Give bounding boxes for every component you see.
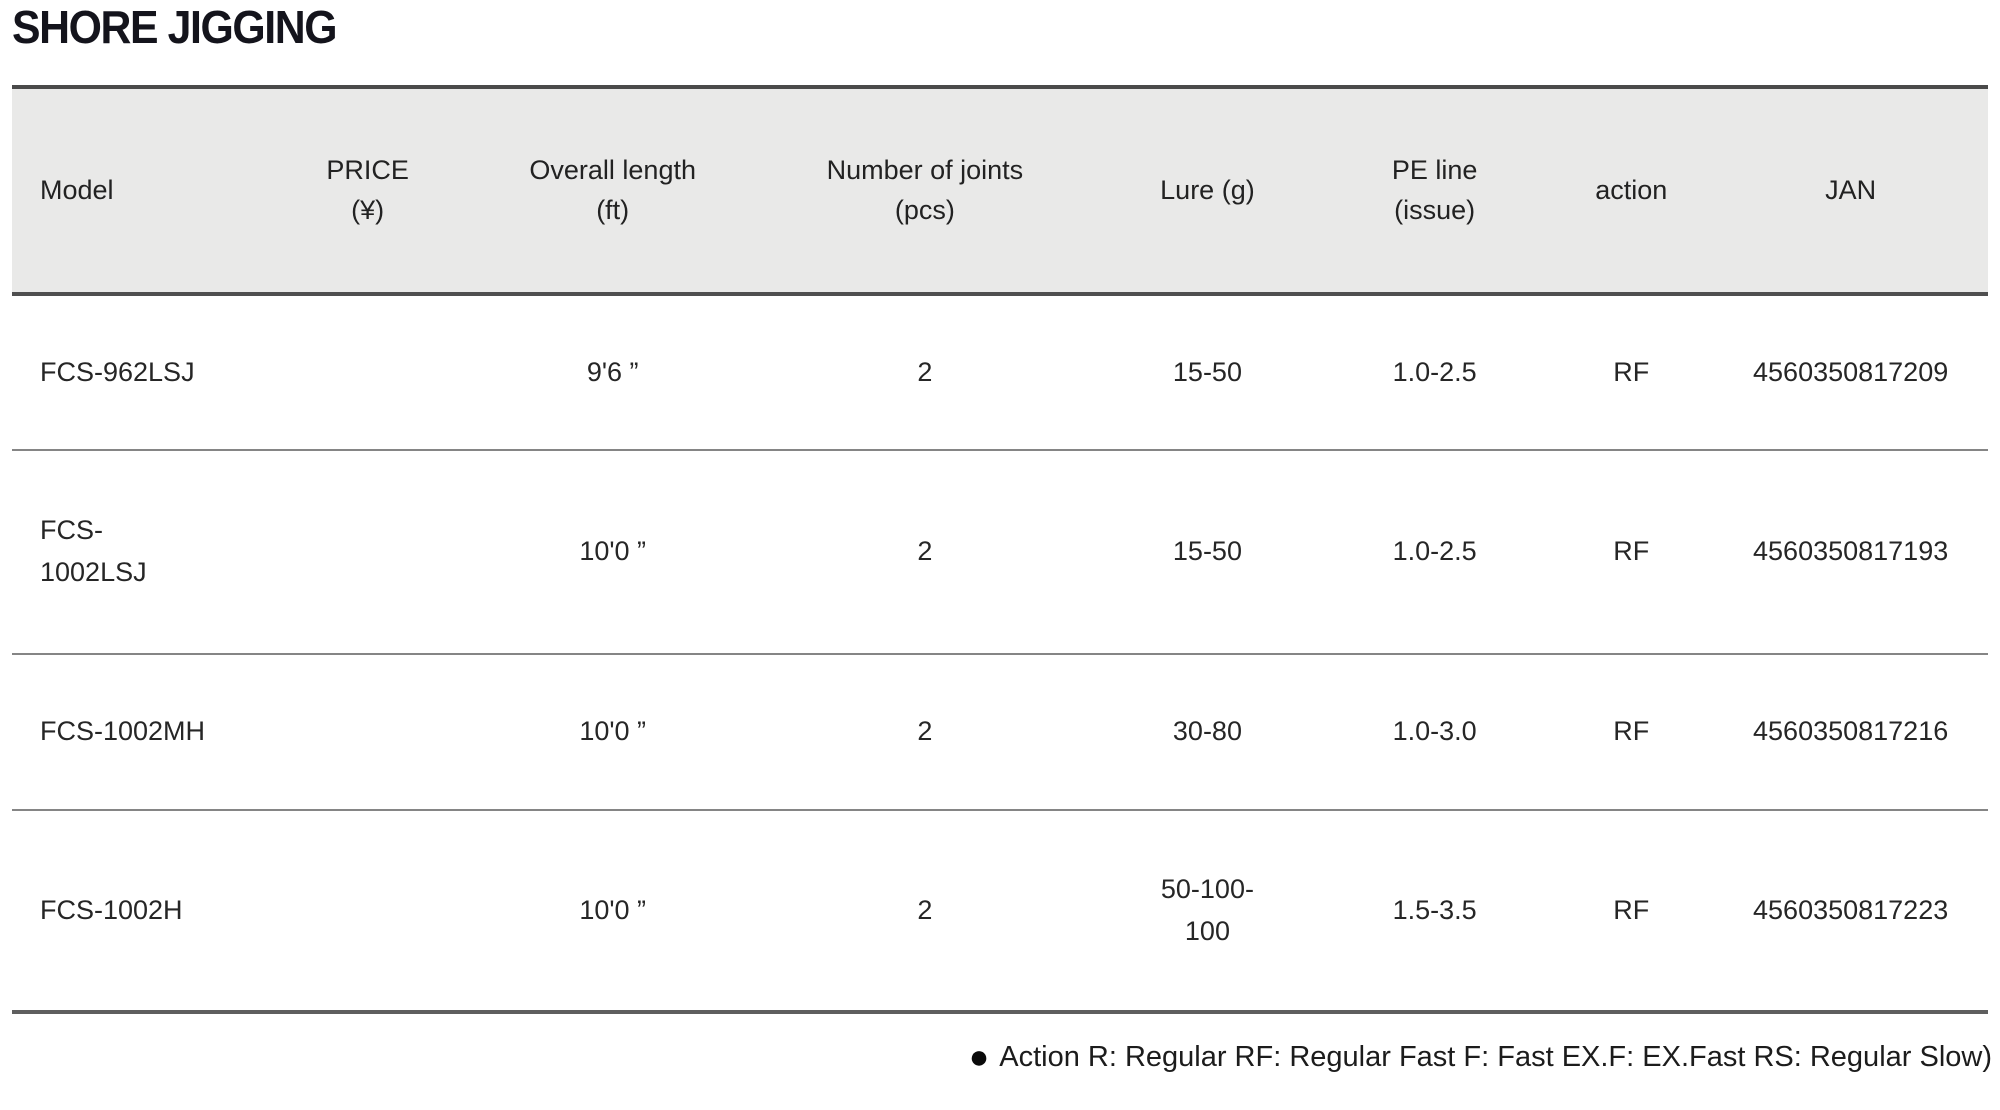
action-legend-text: Action R: Regular RF: Regular Fast F: Fa… [999,1041,1992,1073]
header-cell-price: PRICE (¥) [326,155,409,225]
table-row: FCS- 1002LSJ 10'0 ” 2 15-50 1.0-2.5 RF 4… [12,450,1988,654]
action-legend: ● Action R: Regular RF: Regular Fast F: F… [12,1038,1992,1077]
cell-action: RF [1613,536,1650,567]
header-cell-model: Model [40,174,114,205]
cell-price [265,654,471,810]
cell-length: 9'6 ” [586,356,639,387]
cell-pe-line: 1.0-2.5 [1392,356,1477,387]
cell-length: 10'0 ” [579,894,647,925]
cell-lure: 15-50 [1172,356,1242,387]
table-row: FCS-1002MH 10'0 ” 2 30-80 1.0-3.0 RF 456… [12,654,1988,810]
cell-action: RF [1613,716,1650,747]
header-cell-action: action [1595,174,1668,205]
cell-jan: 4560350817193 [1753,536,1949,567]
cell-model: FCS-1002H [40,894,183,925]
cell-pe-line: 1.0-3.0 [1392,716,1477,747]
header-row: Model PRICE (¥) Overall length (ft) Numb… [12,87,1988,294]
cell-price [265,810,471,1012]
header-cell-jan: JAN [1825,174,1877,205]
cell-joints: 2 [917,894,933,925]
cell-joints: 2 [917,716,933,747]
cell-action: RF [1613,894,1650,925]
cell-model: FCS-962LSJ [40,356,195,387]
spec-table: Model PRICE (¥) Overall length (ft) Numb… [12,85,1988,1014]
cell-pe-line: 1.5-3.5 [1392,894,1477,925]
cell-model: FCS-1002MH [40,716,206,747]
cell-action: RF [1613,356,1650,387]
cell-joints: 2 [917,536,933,567]
cell-jan: 4560350817223 [1753,894,1949,925]
cell-lure: 15-50 [1172,536,1242,567]
cell-jan: 4560350817209 [1753,356,1949,387]
cell-jan: 4560350817216 [1753,716,1949,747]
cell-length: 10'0 ” [579,536,647,567]
cell-price [265,294,471,450]
cell-length: 10'0 ” [579,716,647,747]
header-cell-pe-line: PE line (issue) [1391,155,1478,225]
table-header: Model PRICE (¥) Overall length (ft) Numb… [12,87,1988,294]
page-title: SHORE JIGGING [12,1,338,53]
table-row: FCS-962LSJ 9'6 ” 2 15-50 1.0-2.5 RF 4560… [12,294,1988,450]
table-body: FCS-962LSJ 9'6 ” 2 15-50 1.0-2.5 RF 4560… [12,294,1988,1012]
cell-model: FCS- 1002LSJ [40,515,147,587]
cell-price [265,450,471,654]
table-row: FCS-1002H 10'0 ” 2 50-100- 100 1.5-3.5 R… [12,810,1988,1012]
header-cell-joints: Number of joints (pcs) [826,155,1024,225]
cell-joints: 2 [917,356,933,387]
header-cell-lure: Lure (g) [1160,174,1255,205]
header-cell-length: Overall length (ft) [529,155,696,225]
bullet-icon: ● [968,1038,990,1076]
cell-lure: 50-100- 100 [1160,873,1254,946]
cell-pe-line: 1.0-2.5 [1392,536,1477,567]
cell-lure: 30-80 [1172,716,1242,747]
